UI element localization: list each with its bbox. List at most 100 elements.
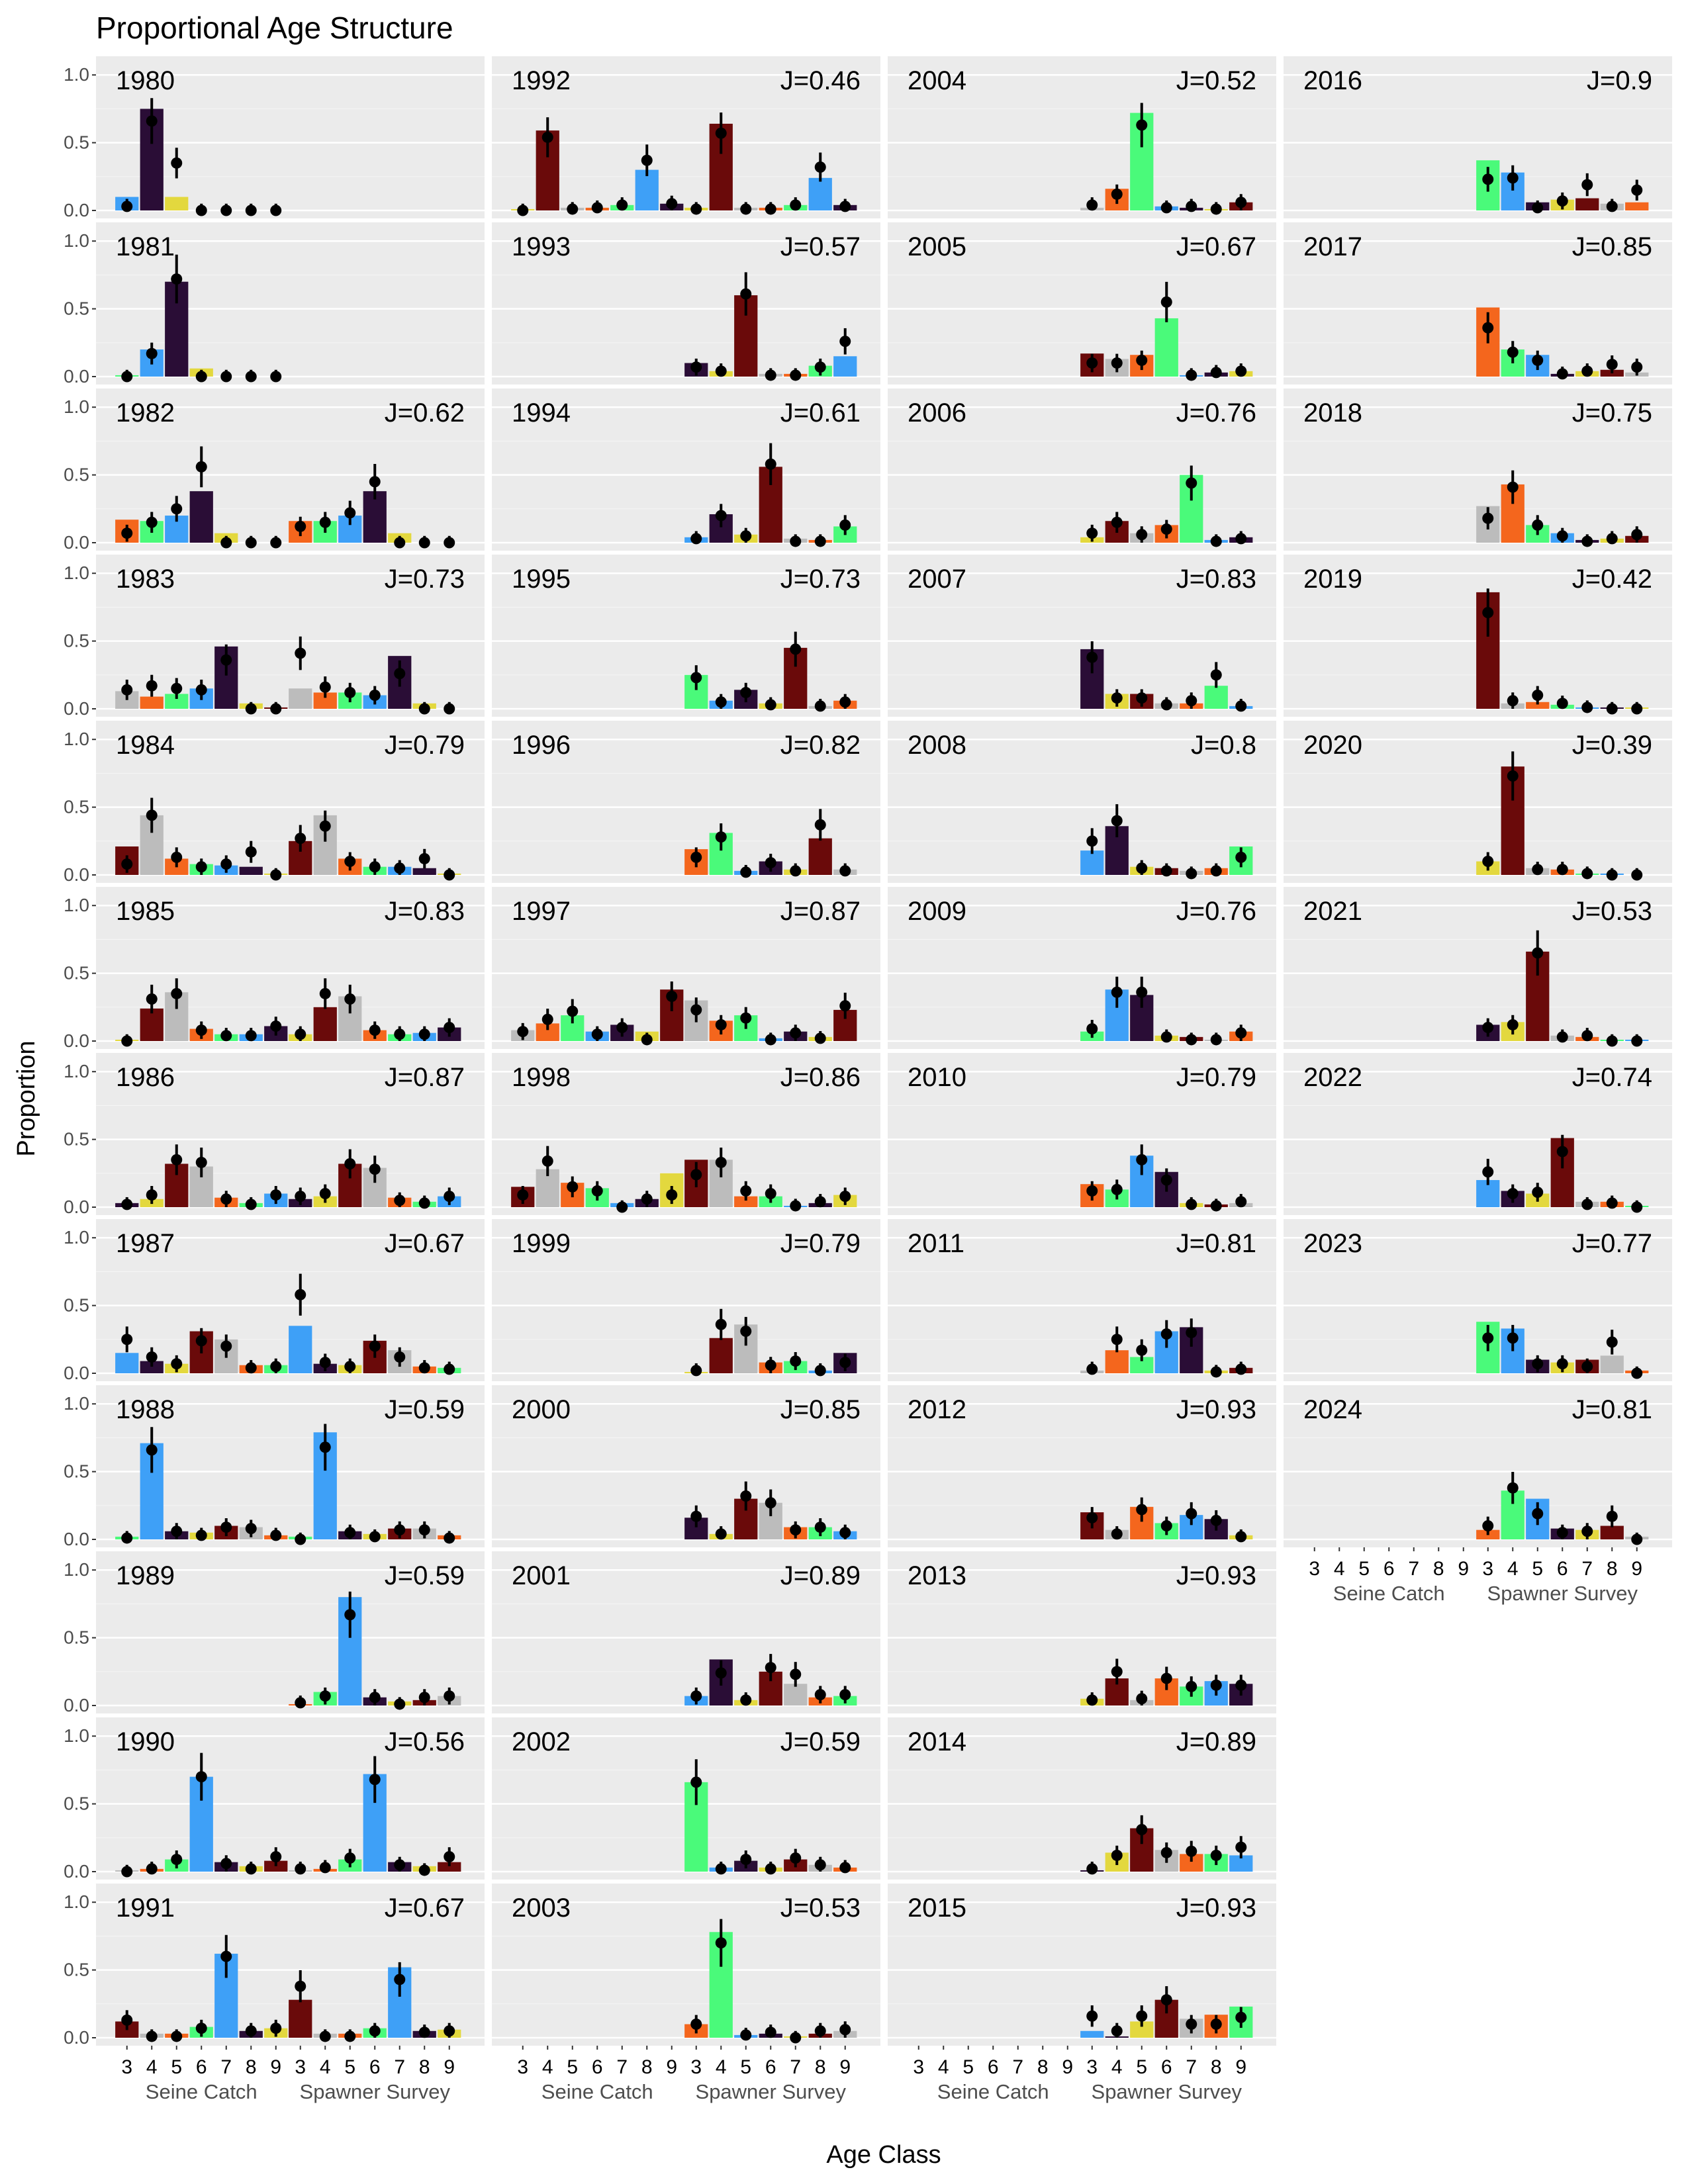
point-age-5 xyxy=(171,682,183,694)
point-age-3 xyxy=(295,833,306,844)
point-age-9 xyxy=(839,1689,851,1701)
point-age-7 xyxy=(790,865,802,877)
point-age-6 xyxy=(369,1024,381,1036)
x-tick-label: 6 xyxy=(988,2056,999,2078)
panel-year-label: 1996 xyxy=(512,731,571,760)
point-age-5 xyxy=(344,993,356,1005)
point-age-5 xyxy=(1136,986,1148,998)
point-age-4 xyxy=(1507,1482,1519,1494)
point-age-9 xyxy=(839,1000,851,1012)
bar-age-8 xyxy=(1600,1525,1624,1539)
bar-age-3 xyxy=(289,1326,312,1373)
point-age-6 xyxy=(1160,865,1172,877)
panel-year-label: 2000 xyxy=(512,1395,571,1424)
point-age-8 xyxy=(418,1524,430,1536)
point-age-3 xyxy=(295,1191,306,1203)
point-age-4 xyxy=(1111,692,1123,704)
point-age-6 xyxy=(1556,368,1568,380)
point-age-4 xyxy=(146,1444,158,1456)
y-tick-label: 0.5 xyxy=(64,1960,89,1980)
point-age-3 xyxy=(1086,1023,1098,1035)
point-age-7 xyxy=(790,1852,802,1864)
point-age-3 xyxy=(1086,199,1098,211)
point-age-8 xyxy=(641,1193,653,1205)
point-age-6 xyxy=(591,202,603,214)
panel-background xyxy=(888,388,1276,551)
point-age-5 xyxy=(1532,1186,1544,1198)
point-age-5 xyxy=(740,1490,752,1502)
point-age-3 xyxy=(517,1026,529,1038)
point-age-5 xyxy=(344,507,356,519)
y-tick-label: 0.0 xyxy=(64,1695,89,1715)
panel-year-label: 2015 xyxy=(908,1893,966,1923)
point-age-8 xyxy=(245,2025,257,2037)
point-age-3 xyxy=(690,533,702,545)
point-age-7 xyxy=(394,668,406,680)
panel-j-label: J=0.57 xyxy=(780,232,861,261)
point-age-6 xyxy=(591,1028,603,1040)
x-tick-label: 5 xyxy=(740,2056,751,2078)
point-age-4 xyxy=(715,510,727,522)
panel-year-label: 1988 xyxy=(116,1395,175,1424)
panel-1998: 1998 J=0.86 xyxy=(492,1053,880,1215)
panel-j-label: J=0.46 xyxy=(780,66,861,95)
panel-j-label: J=0.87 xyxy=(780,897,861,926)
x-tick-label: 8 xyxy=(419,2056,430,2078)
x-tick-label: 5 xyxy=(171,2056,182,2078)
point-age-4 xyxy=(1507,770,1519,782)
panel-2001: 2001 J=0.89 xyxy=(492,1551,880,1713)
x-tick-label: 4 xyxy=(542,2056,553,2078)
point-age-9 xyxy=(1235,1531,1247,1543)
panel-1981: 0.0 0.5 1.0 1981 xyxy=(64,222,485,387)
point-age-5 xyxy=(1532,519,1544,531)
point-age-7 xyxy=(1186,1034,1197,1046)
x-tick-label: 4 xyxy=(1111,2056,1123,2078)
point-age-4 xyxy=(146,347,158,359)
y-tick-label: 1.0 xyxy=(64,1227,89,1248)
point-age-7 xyxy=(616,199,628,211)
point-age-6 xyxy=(765,1034,776,1046)
point-age-5 xyxy=(171,987,183,999)
point-age-5 xyxy=(344,1158,356,1169)
point-age-4 xyxy=(319,987,331,999)
point-age-3 xyxy=(295,647,306,659)
y-tick-label: 1.0 xyxy=(64,1559,89,1580)
point-age-4 xyxy=(715,1019,727,1030)
panel-2011: 2011 J=0.81 xyxy=(888,1219,1276,1381)
x-tick-label: 5 xyxy=(1532,1558,1543,1580)
point-age-4 xyxy=(1507,695,1519,707)
point-age-8 xyxy=(1210,1366,1222,1378)
point-age-4 xyxy=(715,831,727,843)
point-age-6 xyxy=(765,1863,776,1875)
point-age-9 xyxy=(839,1862,851,1874)
x-tick-label: 9 xyxy=(270,2056,281,2078)
point-age-4 xyxy=(146,1351,158,1363)
point-age-9 xyxy=(1631,529,1643,541)
panel-j-label: J=0.59 xyxy=(385,1395,465,1424)
point-age-8 xyxy=(418,1197,430,1209)
point-age-3 xyxy=(690,1776,702,1788)
point-age-4 xyxy=(319,1188,331,1200)
panel-1999: 1999 J=0.79 xyxy=(492,1219,880,1381)
point-age-3 xyxy=(690,203,702,215)
point-age-6 xyxy=(1160,1520,1172,1532)
point-age-9 xyxy=(1235,2011,1247,2023)
point-age-3 xyxy=(1086,1185,1098,1197)
panel-year-label: 2004 xyxy=(908,66,966,95)
y-tick-label: 0.0 xyxy=(64,200,89,220)
point-age-5 xyxy=(344,856,356,868)
panel-j-label: J=0.53 xyxy=(780,1893,861,1923)
point-age-3 xyxy=(1482,856,1494,868)
point-age-6 xyxy=(765,2026,776,2038)
point-age-9 xyxy=(839,865,851,877)
bar-age-7 xyxy=(784,1684,808,1706)
point-age-3 xyxy=(121,1532,133,1544)
panel-year-label: 2014 xyxy=(908,1727,966,1756)
bar-age-4 xyxy=(1105,1350,1129,1373)
point-age-3 xyxy=(690,2019,702,2030)
point-age-9 xyxy=(1631,869,1643,881)
point-age-9 xyxy=(839,1357,851,1369)
panel-1988: 0.0 0.5 1.0 1988 J=0.59 xyxy=(64,1385,485,1549)
